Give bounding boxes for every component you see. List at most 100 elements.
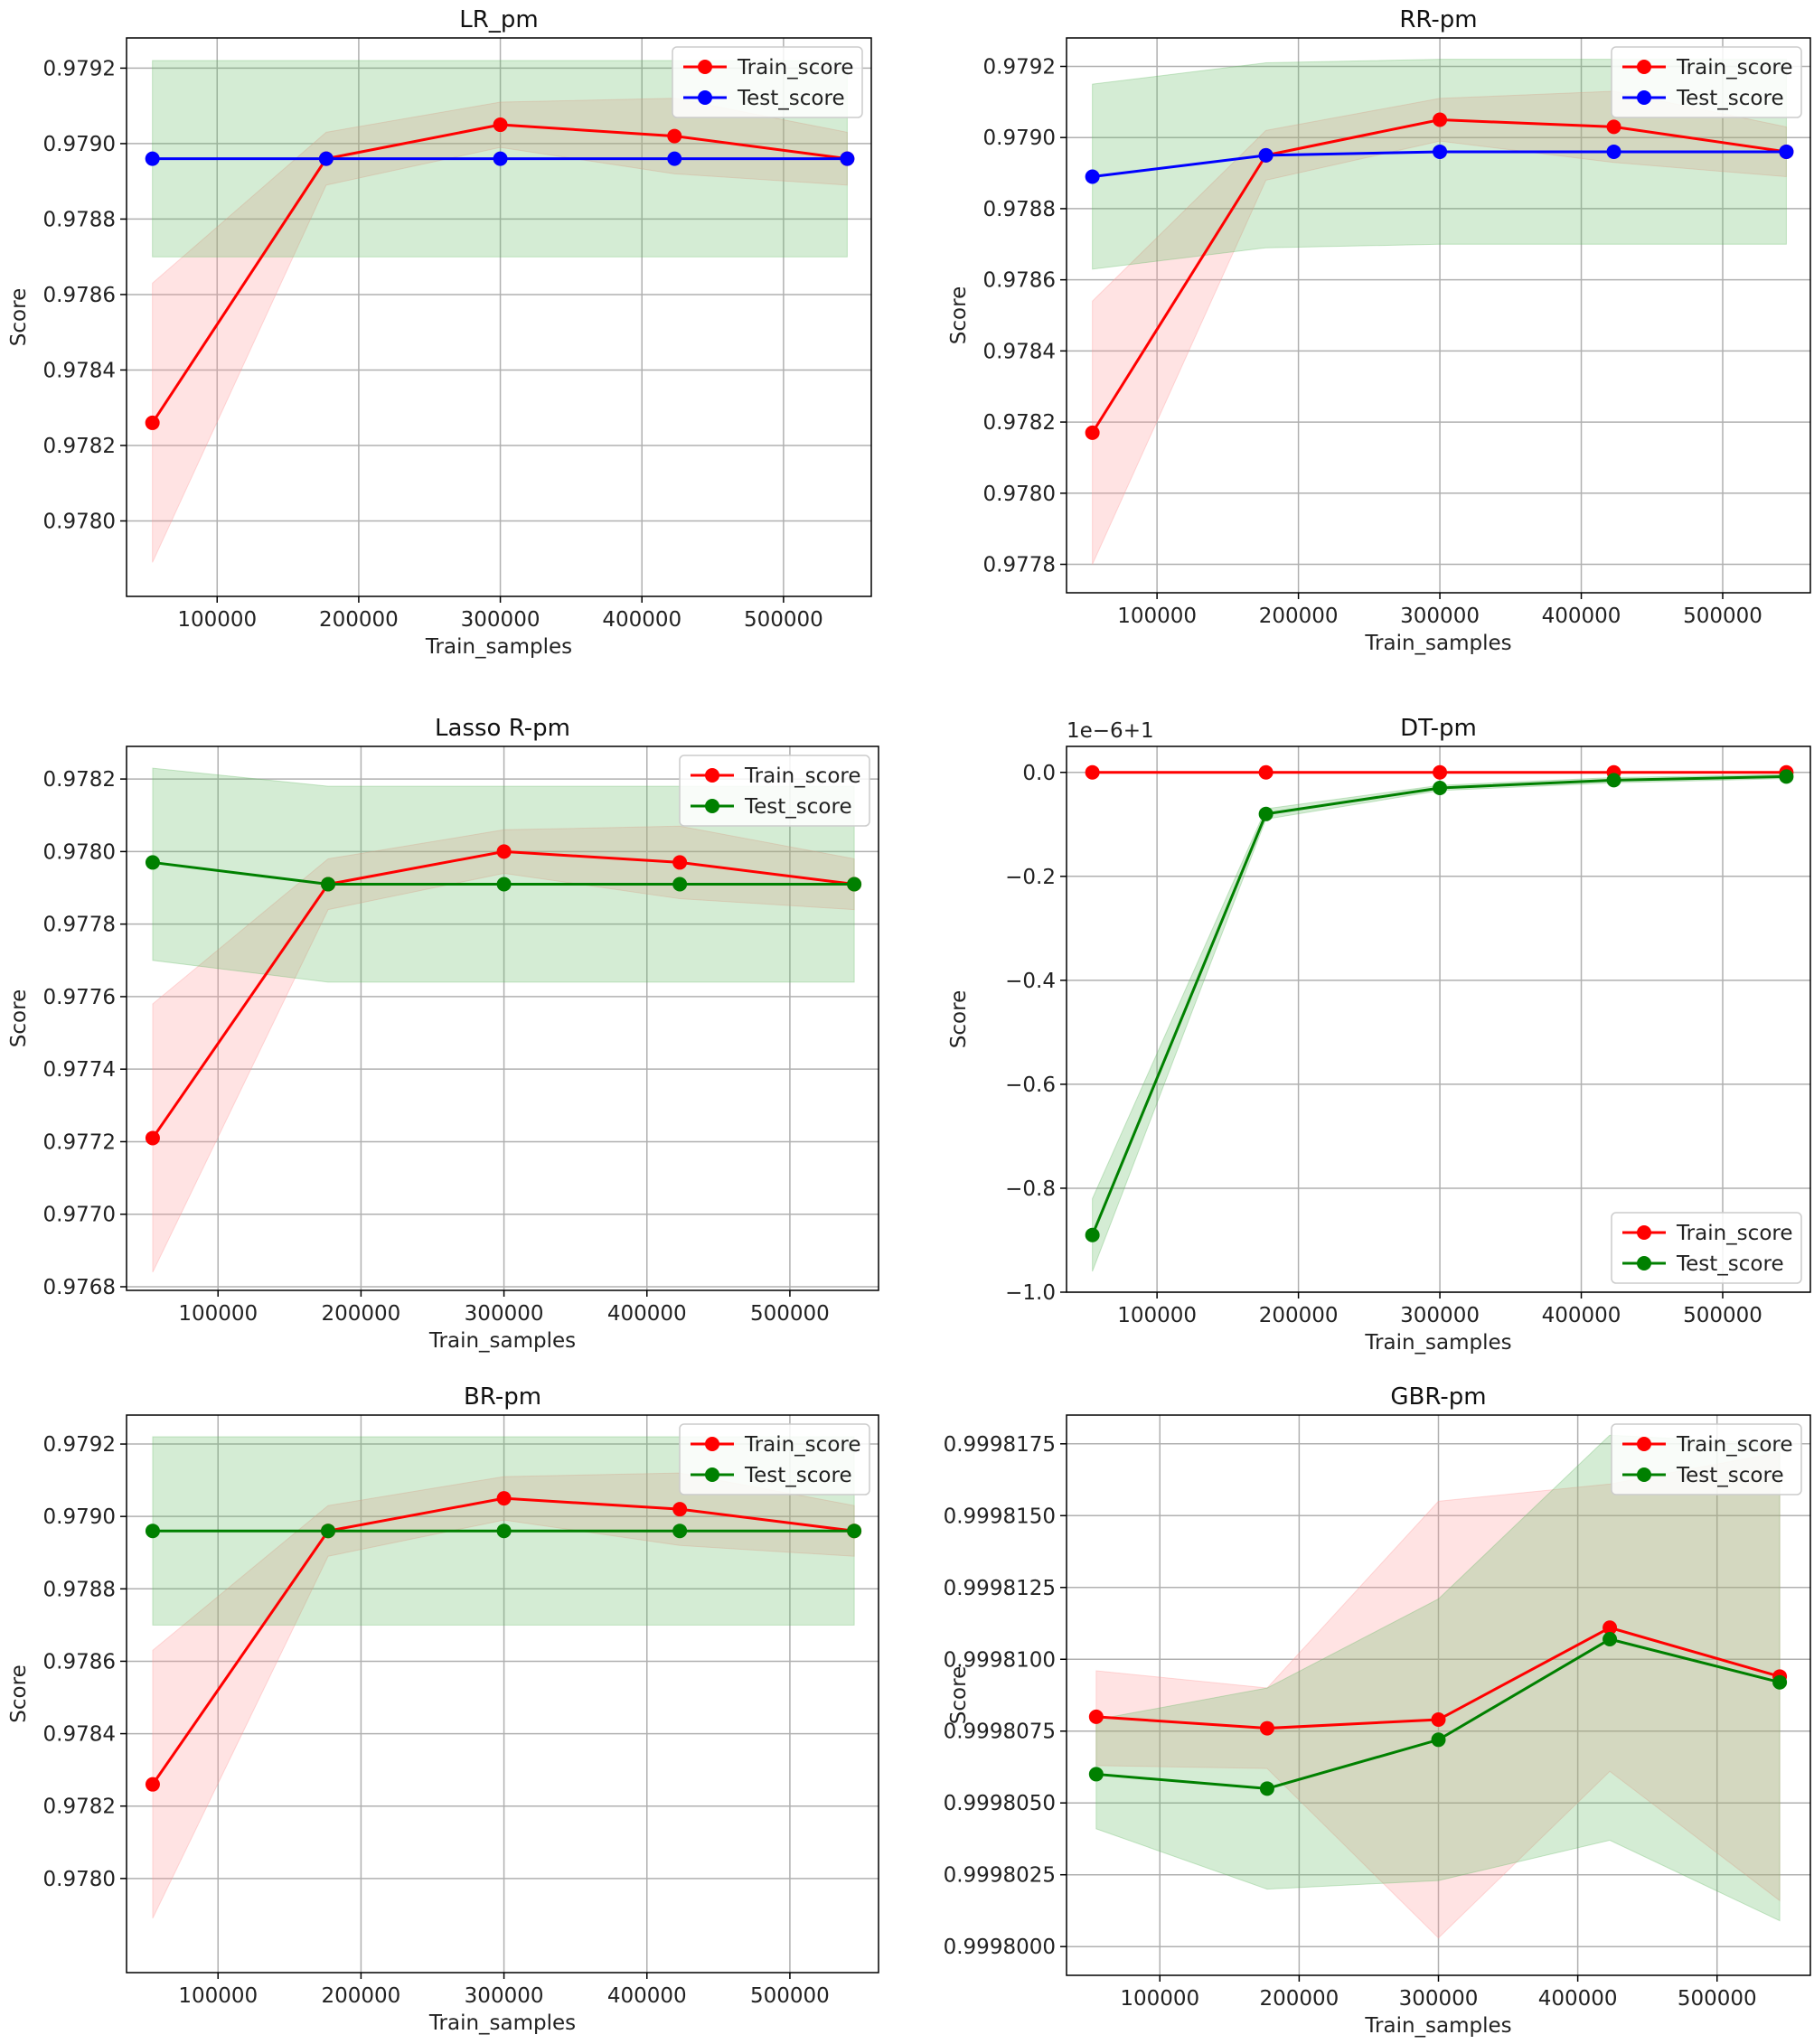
y-tick-label: 0.9788 [43,208,116,231]
legend-train-label: Train_score [737,56,854,80]
y-tick-label: 0.9780 [983,483,1056,506]
test-score-point [1606,773,1621,788]
x-tick-label: 400000 [607,1984,687,2008]
test-score-point [493,151,508,166]
x-tick-label: 300000 [465,1302,544,1326]
x-tick-label: 500000 [1678,1987,1757,2011]
chart-title: DT-pm [1400,715,1477,742]
y-tick-label: 0.9788 [43,1578,116,1601]
legend-box [1611,1423,1802,1495]
chart-1: 100000 200000 300000 400000 500000 0.9780 0.97… [7,6,872,659]
chart-title: RR-pm [1399,6,1477,33]
chart-2: 100000 200000 300000 400000 500000 0.9778 0.97… [947,6,1811,655]
test-score-point [318,151,334,166]
test-score-point [1606,144,1621,159]
test-score-point [1085,169,1100,184]
x-tick-label: 300000 [1400,1304,1480,1327]
train-score-point [672,855,688,870]
train-score-point [1258,764,1274,780]
legend-train-label: Train_score [744,1433,861,1457]
chart-title: Lasso R-pm [435,715,570,742]
train-score-point [493,117,508,133]
test-score-band [1095,1434,1781,1922]
legend-box [1611,1212,1802,1284]
legend-test-marker [1637,1256,1651,1270]
train-score-band [152,98,848,563]
test-score-point [321,1524,336,1539]
x-tick-label: 400000 [607,1302,687,1326]
legend-test-label: Test_score [744,795,852,819]
chart-title: BR-pm [464,1383,541,1411]
test-score-point [847,877,862,892]
legend-box [679,755,870,827]
train-score-point [1433,764,1448,780]
test-score-point [145,855,160,870]
chart-5: 100000 200000 300000 400000 500000 0.9780 0.97… [7,1383,879,2035]
legend-train-label: Train_score [1676,56,1793,80]
x-axis-label: Train_samples [428,2011,576,2035]
y-tick-label: 0.9788 [983,198,1056,221]
test-score-point [321,877,336,892]
legend-box [679,1423,870,1495]
y-tick-label: 0.9774 [43,1058,116,1082]
train-score-point [145,415,160,430]
y-tick-label: 0.9790 [983,127,1056,150]
y-tick-label: 0.9784 [983,340,1056,363]
x-tick-label: 400000 [602,608,681,632]
train-score-point [1085,425,1100,440]
x-tick-label: 500000 [744,608,823,632]
x-tick-label: 400000 [1542,605,1621,628]
chart-3: 100000 200000 300000 400000 500000 0.9768 0.97… [7,715,879,1353]
y-axis-label: Score [947,286,971,344]
y-tick-label: 0.9792 [43,57,116,80]
y-axis-label: Score [7,288,31,346]
axes-frame [1066,37,1811,594]
train-score-point [1259,1721,1274,1736]
test-score-point [1088,1767,1104,1782]
legend-test-marker [1637,1467,1651,1482]
x-axis-label: Train_samples [428,1329,576,1353]
test-score-point [145,1524,160,1539]
y-tick-label: 0.9776 [43,986,116,1009]
y-tick-label: 0.9780 [43,840,116,864]
legend-train-label: Train_score [1676,1222,1793,1245]
legend-box [672,46,863,118]
test-score-point [847,1524,862,1539]
train-score-point [1088,1709,1104,1724]
test-score-point [1259,1781,1274,1796]
x-tick-label: 200000 [322,1984,401,2008]
legend-train-label: Train_score [1676,1433,1793,1457]
x-tick-label: 400000 [1538,1987,1618,2011]
y-tick-label: 0.9778 [983,554,1056,577]
train-score-band [1095,1451,1781,1939]
x-tick-label: 200000 [1259,1987,1339,2011]
legend-test-marker [705,799,719,813]
y-tick-label: −0.2 [1005,866,1056,889]
legend: Train_score Test_score [679,1423,870,1495]
y-tick-label: 0.9772 [43,1130,116,1154]
y-tick-label: 0.9998025 [944,1864,1056,1888]
y-tick-label: 0.9998175 [944,1433,1056,1457]
test-score-point [1085,1227,1100,1242]
x-tick-label: 200000 [322,1302,401,1326]
x-tick-label: 200000 [1259,605,1339,628]
x-axis-label: Train_samples [1364,632,1511,655]
x-tick-label: 100000 [178,1302,258,1326]
test-score-point [145,151,160,166]
train-score-band [152,825,855,1273]
x-tick-label: 500000 [1683,1304,1762,1327]
y-tick-label: 0.9790 [43,1505,116,1529]
band-layer [1095,1434,1781,1939]
train-score-point [1603,1620,1618,1636]
y-tick-label: 0.9998050 [944,1792,1056,1815]
legend-test-label: Test_score [1676,1252,1784,1276]
x-axis-label: Train_samples [425,635,572,659]
band-layer [152,767,855,1273]
legend: Train_score Test_score [672,46,863,118]
legend-train-marker [1637,1437,1651,1451]
test-score-point [1772,1674,1788,1690]
test-score-point [1433,144,1448,159]
legend-test-label: Test_score [737,87,845,110]
train-score-point [496,844,512,859]
legend-train-marker [705,768,719,783]
